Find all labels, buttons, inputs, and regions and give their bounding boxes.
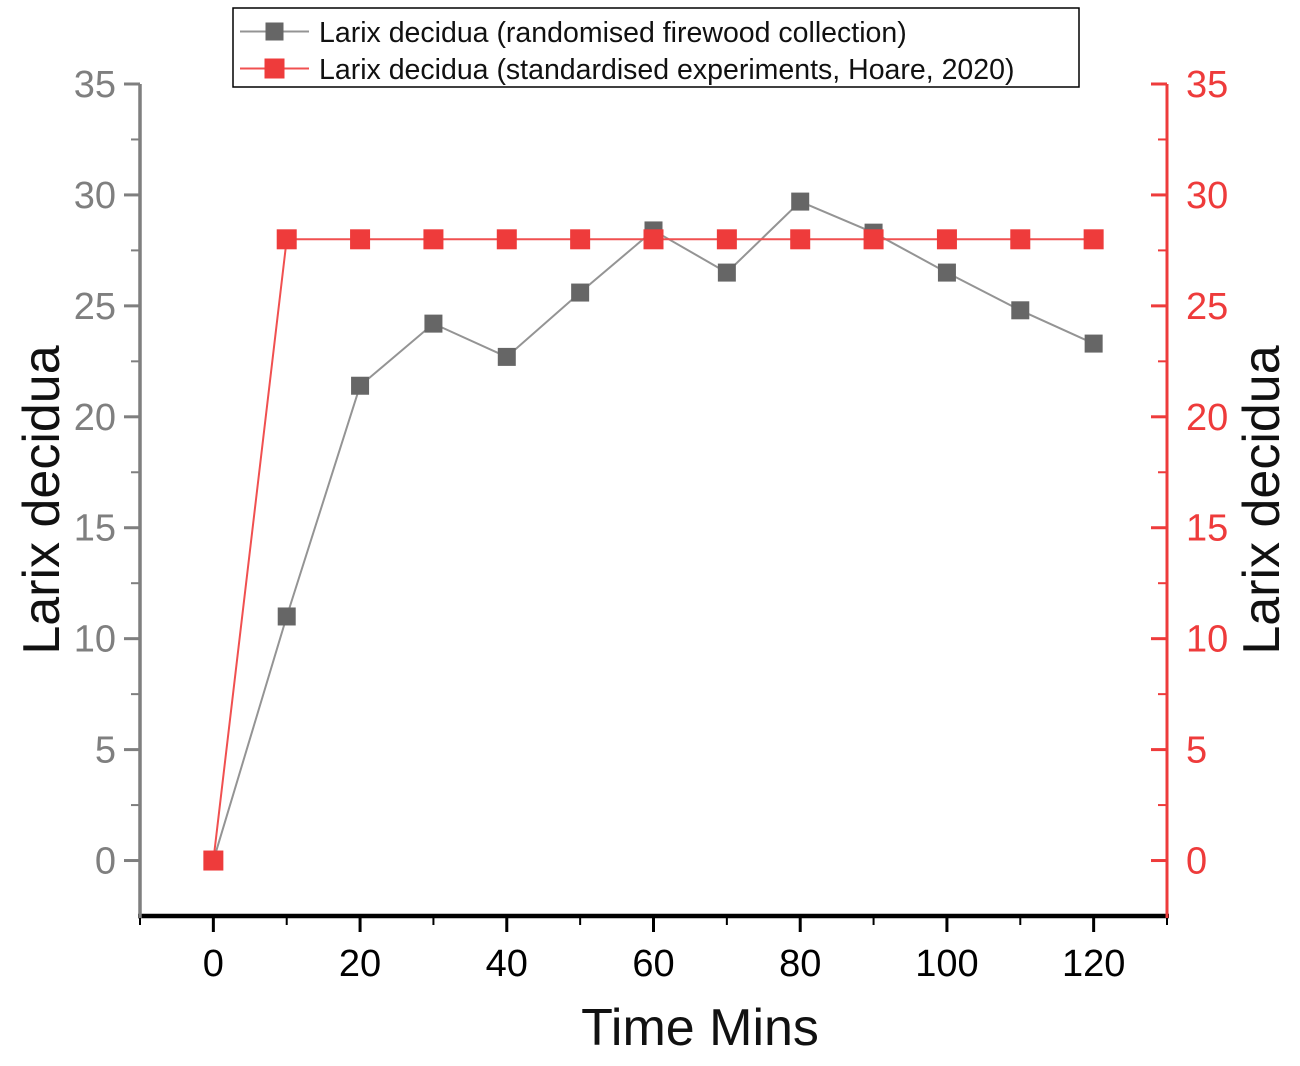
series-marker-randomised	[717, 263, 736, 282]
right-y-axis-tick-label: 20	[1186, 397, 1228, 439]
series-marker-standardised	[936, 229, 957, 250]
right-y-axis-tick-label: 15	[1186, 508, 1228, 550]
left-y-axis-tick-label: 15	[74, 508, 116, 550]
x-axis-tick-label: 120	[1062, 943, 1125, 985]
series-marker-standardised	[570, 229, 591, 250]
left-y-axis-tick-label: 20	[74, 397, 116, 439]
legend-label: Larix decidua (standardised experiments,…	[319, 54, 1014, 86]
series-marker-standardised	[790, 229, 811, 250]
x-axis-tick-label: 40	[486, 943, 528, 985]
right-y-axis-tick-label: 25	[1186, 286, 1228, 328]
series-marker-standardised	[276, 229, 297, 250]
series-marker-randomised	[497, 347, 516, 366]
series-line-randomised	[212, 200, 1095, 861]
series-marker-standardised	[496, 229, 517, 250]
right-y-axis-tick-label: 35	[1186, 64, 1228, 106]
series-marker-standardised	[423, 229, 444, 250]
legend-marker-sample	[264, 58, 285, 79]
x-axis-tick-label: 0	[203, 943, 224, 985]
series-marker-randomised	[791, 192, 810, 211]
series-marker-standardised	[350, 229, 371, 250]
x-axis-tick-label: 60	[632, 943, 674, 985]
left-y-axis-tick-label: 0	[95, 841, 116, 883]
right-y-axis-tick-label: 5	[1186, 730, 1207, 772]
x-axis-tick-label: 20	[339, 943, 381, 985]
series-line-standardised	[212, 238, 1094, 861]
left-y-axis-tick-label: 5	[95, 730, 116, 772]
series-marker-randomised	[571, 283, 590, 302]
series-marker-standardised	[643, 229, 664, 250]
series-marker-randomised	[277, 607, 296, 626]
legend-marker-sample	[265, 22, 284, 41]
legend-label: Larix decidua (randomised firewood colle…	[319, 17, 907, 49]
series-marker-randomised	[1011, 301, 1030, 320]
right-y-axis-tick-label: 0	[1186, 841, 1207, 883]
left-y-axis-tick-label: 35	[74, 64, 116, 106]
series-marker-standardised	[863, 229, 884, 250]
left-y-axis-tick-label: 10	[74, 619, 116, 661]
series-marker-randomised	[351, 376, 370, 395]
right-y-axis-tick-label: 10	[1186, 619, 1228, 661]
series-marker-standardised	[716, 229, 737, 250]
series-marker-randomised	[937, 263, 956, 282]
x-axis-tick-label: 100	[915, 943, 978, 985]
legend-box	[232, 7, 1080, 88]
x-axis-tick-label: 80	[779, 943, 821, 985]
series-marker-standardised	[1083, 229, 1104, 250]
right-y-axis-tick-label: 30	[1186, 175, 1228, 217]
series-marker-standardised	[1010, 229, 1031, 250]
left-y-axis-tick-label: 30	[74, 175, 116, 217]
left-y-axis-tick-label: 25	[74, 286, 116, 328]
series-marker-randomised	[424, 314, 443, 333]
series-marker-randomised	[1084, 334, 1103, 353]
series-marker-standardised	[203, 850, 224, 871]
